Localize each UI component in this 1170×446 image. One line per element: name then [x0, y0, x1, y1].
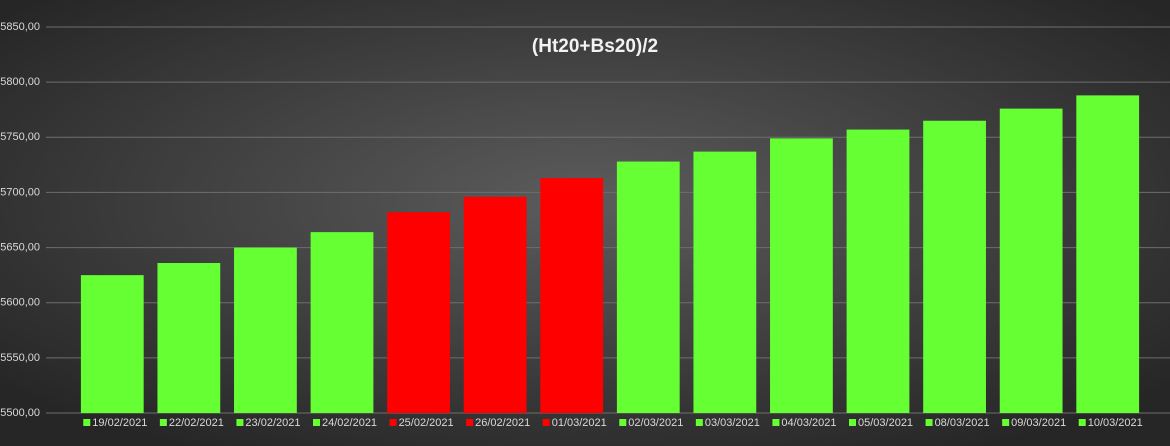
bar [387, 212, 450, 413]
y-tick-label: 5700,00 [0, 186, 40, 198]
y-tick-label: 5600,00 [0, 297, 40, 309]
bar [693, 151, 757, 413]
bar [540, 178, 604, 413]
bar [923, 120, 986, 413]
legend-swatch [925, 419, 933, 426]
legend-swatch [542, 419, 550, 426]
bar [80, 275, 144, 413]
legend-label: 05/03/2021 [858, 417, 913, 429]
bar [157, 263, 221, 413]
legend-label: 10/03/2021 [1088, 417, 1143, 429]
legend-swatch [466, 419, 474, 426]
y-tick-label: 5750,00 [0, 131, 40, 143]
legend-label: 22/02/2021 [169, 417, 224, 429]
y-tick-label: 5500,00 [0, 407, 40, 419]
legend-swatch [159, 419, 167, 426]
legend-label: 04/03/2021 [781, 417, 836, 429]
bar [846, 129, 910, 413]
legend-label: 23/02/2021 [245, 417, 300, 429]
legend-label: 26/02/2021 [475, 417, 530, 429]
legend-swatch [619, 419, 627, 426]
bar [463, 196, 527, 413]
legend-swatch [772, 419, 780, 426]
legend-swatch [83, 419, 91, 426]
bar [770, 138, 833, 414]
legend-swatch [849, 419, 856, 426]
legend-swatch [389, 419, 397, 426]
y-tick-label: 5850,00 [0, 21, 40, 33]
legend-label: 02/03/2021 [628, 417, 683, 429]
y-tick-label: 5550,00 [0, 352, 40, 364]
legend-swatch [695, 419, 703, 426]
legend-swatch [236, 419, 244, 426]
chart-title: (Ht20+Bs20)/2 [532, 36, 658, 57]
legend-label: 09/03/2021 [1011, 417, 1066, 429]
legend-label: 08/03/2021 [935, 417, 990, 429]
legend-swatch [1002, 419, 1010, 426]
y-tick-label: 5650,00 [0, 241, 40, 253]
legend-label: 03/03/2021 [705, 417, 760, 429]
bar [310, 232, 374, 413]
bar [1076, 95, 1140, 414]
bar [234, 247, 297, 413]
y-tick-label: 5800,00 [0, 76, 40, 88]
legend-label: 01/03/2021 [552, 417, 607, 429]
legend-label: 25/02/2021 [399, 417, 454, 429]
legend-label: 24/02/2021 [322, 417, 377, 429]
legend-swatch [1078, 419, 1086, 426]
legend-label: 19/02/2021 [92, 417, 147, 429]
legend-swatch [313, 419, 320, 426]
bar [999, 108, 1063, 414]
bar [616, 161, 680, 413]
